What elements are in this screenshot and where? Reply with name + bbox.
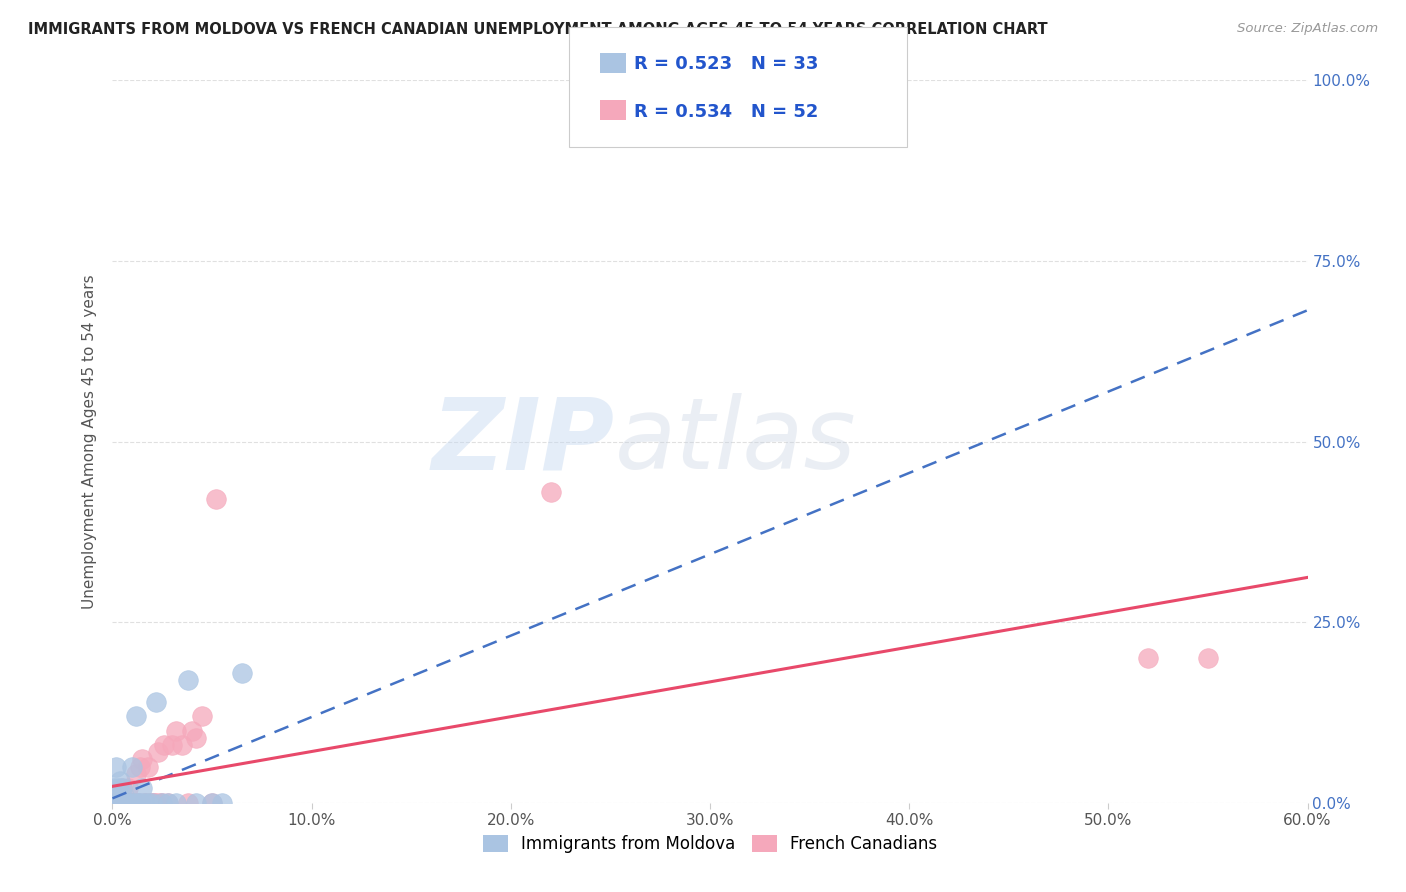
Point bbox=[131, 752, 153, 766]
Point bbox=[150, 796, 173, 810]
Point bbox=[205, 492, 228, 507]
Point bbox=[201, 796, 224, 810]
Point bbox=[131, 781, 153, 796]
Point bbox=[1137, 651, 1160, 665]
Point bbox=[127, 796, 149, 810]
Point bbox=[186, 796, 208, 810]
Point bbox=[117, 781, 139, 796]
Point bbox=[145, 796, 167, 810]
Point bbox=[165, 796, 187, 810]
Point bbox=[141, 796, 163, 810]
Point bbox=[125, 709, 148, 723]
Point bbox=[107, 781, 129, 796]
Point bbox=[201, 796, 224, 810]
Point bbox=[121, 796, 143, 810]
Point bbox=[1197, 651, 1219, 665]
Point bbox=[177, 673, 200, 687]
Point bbox=[127, 796, 149, 810]
Point bbox=[111, 796, 134, 810]
Point bbox=[103, 796, 125, 810]
Point bbox=[121, 760, 143, 774]
Point bbox=[115, 796, 138, 810]
Point bbox=[149, 796, 172, 810]
Point bbox=[162, 738, 183, 752]
Point bbox=[138, 796, 160, 810]
Point bbox=[211, 796, 233, 810]
Point bbox=[111, 796, 134, 810]
Point bbox=[145, 695, 167, 709]
Point bbox=[181, 723, 204, 738]
Point bbox=[165, 723, 187, 738]
Text: Source: ZipAtlas.com: Source: ZipAtlas.com bbox=[1237, 22, 1378, 36]
Point bbox=[129, 796, 152, 810]
Legend: Immigrants from Moldova, French Canadians: Immigrants from Moldova, French Canadian… bbox=[477, 828, 943, 860]
Point bbox=[107, 796, 129, 810]
Point bbox=[120, 796, 142, 810]
Point bbox=[105, 796, 128, 810]
Point bbox=[134, 796, 156, 810]
Point bbox=[120, 796, 142, 810]
Text: R = 0.523   N = 33: R = 0.523 N = 33 bbox=[634, 55, 818, 73]
Text: atlas: atlas bbox=[614, 393, 856, 490]
Point bbox=[124, 796, 146, 810]
Text: R = 0.534   N = 52: R = 0.534 N = 52 bbox=[634, 103, 818, 120]
Point bbox=[110, 774, 132, 789]
Point bbox=[125, 767, 148, 781]
Point bbox=[103, 796, 125, 810]
Point bbox=[150, 796, 173, 810]
Point bbox=[115, 796, 138, 810]
Point bbox=[148, 745, 170, 759]
Point bbox=[191, 709, 214, 723]
Point bbox=[115, 796, 138, 810]
Point bbox=[114, 796, 135, 810]
Point bbox=[177, 796, 200, 810]
Point bbox=[103, 781, 125, 796]
Point bbox=[110, 796, 132, 810]
Point bbox=[134, 796, 156, 810]
Point bbox=[107, 796, 129, 810]
Point bbox=[141, 796, 163, 810]
Point bbox=[114, 796, 135, 810]
Point bbox=[114, 789, 135, 803]
Point bbox=[231, 665, 253, 680]
Point bbox=[153, 738, 176, 752]
Y-axis label: Unemployment Among Ages 45 to 54 years: Unemployment Among Ages 45 to 54 years bbox=[82, 274, 97, 609]
Point bbox=[111, 796, 134, 810]
Point bbox=[135, 796, 157, 810]
Point bbox=[121, 796, 143, 810]
Point bbox=[143, 796, 166, 810]
Point bbox=[105, 796, 128, 810]
Point bbox=[186, 731, 208, 745]
Point bbox=[110, 796, 132, 810]
Point bbox=[157, 796, 180, 810]
Point bbox=[111, 781, 134, 796]
Point bbox=[117, 796, 139, 810]
Point bbox=[107, 796, 129, 810]
Point bbox=[111, 781, 134, 796]
Point bbox=[129, 760, 152, 774]
Point bbox=[105, 760, 128, 774]
Point bbox=[138, 760, 160, 774]
Point bbox=[114, 796, 135, 810]
Point bbox=[172, 738, 194, 752]
Point bbox=[139, 796, 162, 810]
Point bbox=[110, 796, 132, 810]
Point bbox=[125, 796, 148, 810]
Point bbox=[127, 796, 149, 810]
Point bbox=[105, 796, 128, 810]
Point bbox=[124, 796, 146, 810]
Point bbox=[124, 796, 146, 810]
Text: ZIP: ZIP bbox=[432, 393, 614, 490]
Point bbox=[540, 485, 562, 500]
Text: IMMIGRANTS FROM MOLDOVA VS FRENCH CANADIAN UNEMPLOYMENT AMONG AGES 45 TO 54 YEAR: IMMIGRANTS FROM MOLDOVA VS FRENCH CANADI… bbox=[28, 22, 1047, 37]
Point bbox=[157, 796, 180, 810]
Point bbox=[117, 796, 139, 810]
Point bbox=[120, 796, 142, 810]
